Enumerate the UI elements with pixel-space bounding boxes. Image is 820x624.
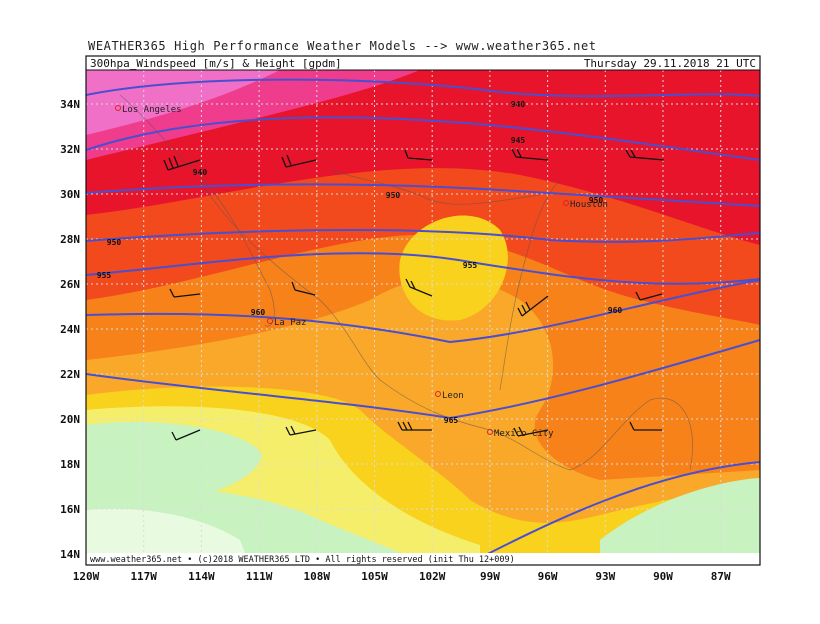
- frame: [85, 55, 761, 566]
- city-marker: [563, 200, 569, 206]
- title: WEATHER365 High Performance Weather Mode…: [88, 39, 597, 53]
- longitude-label: 114W: [188, 570, 215, 583]
- footer: www.weather365.net • (c)2018 WEATHER365 …: [90, 555, 515, 565]
- contours: [85, 78, 761, 566]
- wind-barbs: [163, 148, 665, 441]
- latitude-label: 26N: [60, 278, 80, 291]
- city-label: La Paz: [274, 318, 307, 328]
- longitude-label: 105W: [361, 570, 388, 583]
- longitude-label: 96W: [538, 570, 558, 583]
- city-label: Los Angeles: [122, 105, 182, 115]
- latitude-label: 34N: [60, 98, 80, 111]
- latitude-label: 32N: [60, 143, 80, 156]
- footer-bar: [86, 553, 760, 565]
- latitude-label: 24N: [60, 323, 80, 336]
- latitude-label: 22N: [60, 368, 80, 381]
- longitude-label: 93W: [595, 570, 615, 583]
- map-fill: [86, 70, 760, 565]
- longitude-label: 99W: [480, 570, 500, 583]
- city-marker: [267, 318, 273, 324]
- latitude-label: 20N: [60, 413, 80, 426]
- latitude-label: 30N: [60, 188, 80, 201]
- longitude-label: 111W: [246, 570, 273, 583]
- city-marker: [487, 429, 493, 435]
- contour-label: 960: [251, 308, 266, 317]
- longitude-label: 117W: [130, 570, 157, 583]
- contour-label: 955: [97, 271, 112, 280]
- contour-label: 940: [511, 100, 526, 109]
- latitude-label: 16N: [60, 503, 80, 516]
- city-marker: [435, 391, 441, 397]
- contour-label: 965: [444, 416, 459, 425]
- subtitle: 300hpa_Windspeed [m/s] & Height [gpdm]: [90, 57, 342, 70]
- city-label: Mexico City: [494, 429, 554, 439]
- longitude-label: 108W: [304, 570, 331, 583]
- coastlines: [119, 94, 693, 471]
- longitude-label: 87W: [711, 570, 731, 583]
- contour-label: 950: [589, 196, 604, 205]
- city-label: Leon: [442, 391, 464, 401]
- city-marker: [115, 105, 121, 111]
- latitude-label: 28N: [60, 233, 80, 246]
- city-label: Houston: [570, 200, 608, 210]
- longitude-label: 120W: [73, 570, 100, 583]
- map-labels: Los Angeles Houston La Paz Leon Mexico City 9…: [97, 100, 623, 439]
- valid-time: Thursday 29.11.2018 21 UTC: [584, 57, 756, 70]
- contour-label: 950: [107, 238, 122, 247]
- latitude-label: 18N: [60, 458, 80, 471]
- contour-label: 960: [608, 306, 623, 315]
- contour-label: 945: [511, 136, 526, 145]
- contour-label: 950: [386, 191, 401, 200]
- contour-label: 940: [193, 168, 208, 177]
- longitude-label: 102W: [419, 570, 446, 583]
- longitude-label: 90W: [653, 570, 673, 583]
- latitude-label: 14N: [60, 548, 80, 561]
- contour-label: 955: [463, 261, 478, 270]
